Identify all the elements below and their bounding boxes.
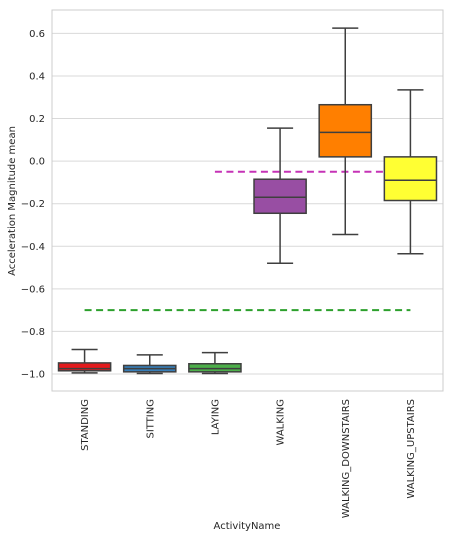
plot-area-frame [51,9,444,392]
y-tick-label: 0.0 [29,157,45,168]
x-tick-label: WALKING_UPSTAIRS [406,399,417,499]
x-tick-label: LAYING [210,399,221,435]
box-standing [57,348,112,374]
x-tick-labels: STANDING SITTING LAYING WALKING WALKING_DOWN… [80,399,417,518]
x-tick-label: WALKING [276,399,287,446]
x-tick-label: STANDING [80,399,91,451]
x-tick-label: SITTING [145,399,156,439]
y-tick-label: −0.4 [21,242,45,253]
y-tick-label: 0.6 [29,29,45,40]
y-tick-label: 0.2 [29,114,45,125]
box-body [383,156,438,202]
y-tick-label: 0.4 [29,71,45,82]
boxes [57,27,438,375]
box-walking [253,127,307,265]
box-walking-upstairs [383,89,438,255]
box-body [57,362,112,372]
x-axis-label: ActivityName [214,521,281,532]
gridlines [52,32,443,375]
box-laying [188,351,242,375]
y-tick-label: −0.8 [21,327,45,338]
box-body [188,363,242,373]
box-body [318,103,373,158]
y-tick-label: −1.0 [21,369,45,380]
x-tick-label: WALKING_DOWNSTAIRS [341,399,352,518]
box-walking-downstairs [318,27,373,236]
y-tick-label: −0.6 [21,284,45,295]
y-tick-label: −0.2 [21,199,45,210]
box-sitting [122,354,177,375]
box-body [253,178,307,215]
y-axis-label: Acceleration Magnitude mean [7,126,18,276]
reference-lines [84,170,411,312]
y-tick-labels: 0.6 0.4 0.2 0.0 −0.2 −0.4 −0.6 −0.8 −1.0 [21,29,45,381]
